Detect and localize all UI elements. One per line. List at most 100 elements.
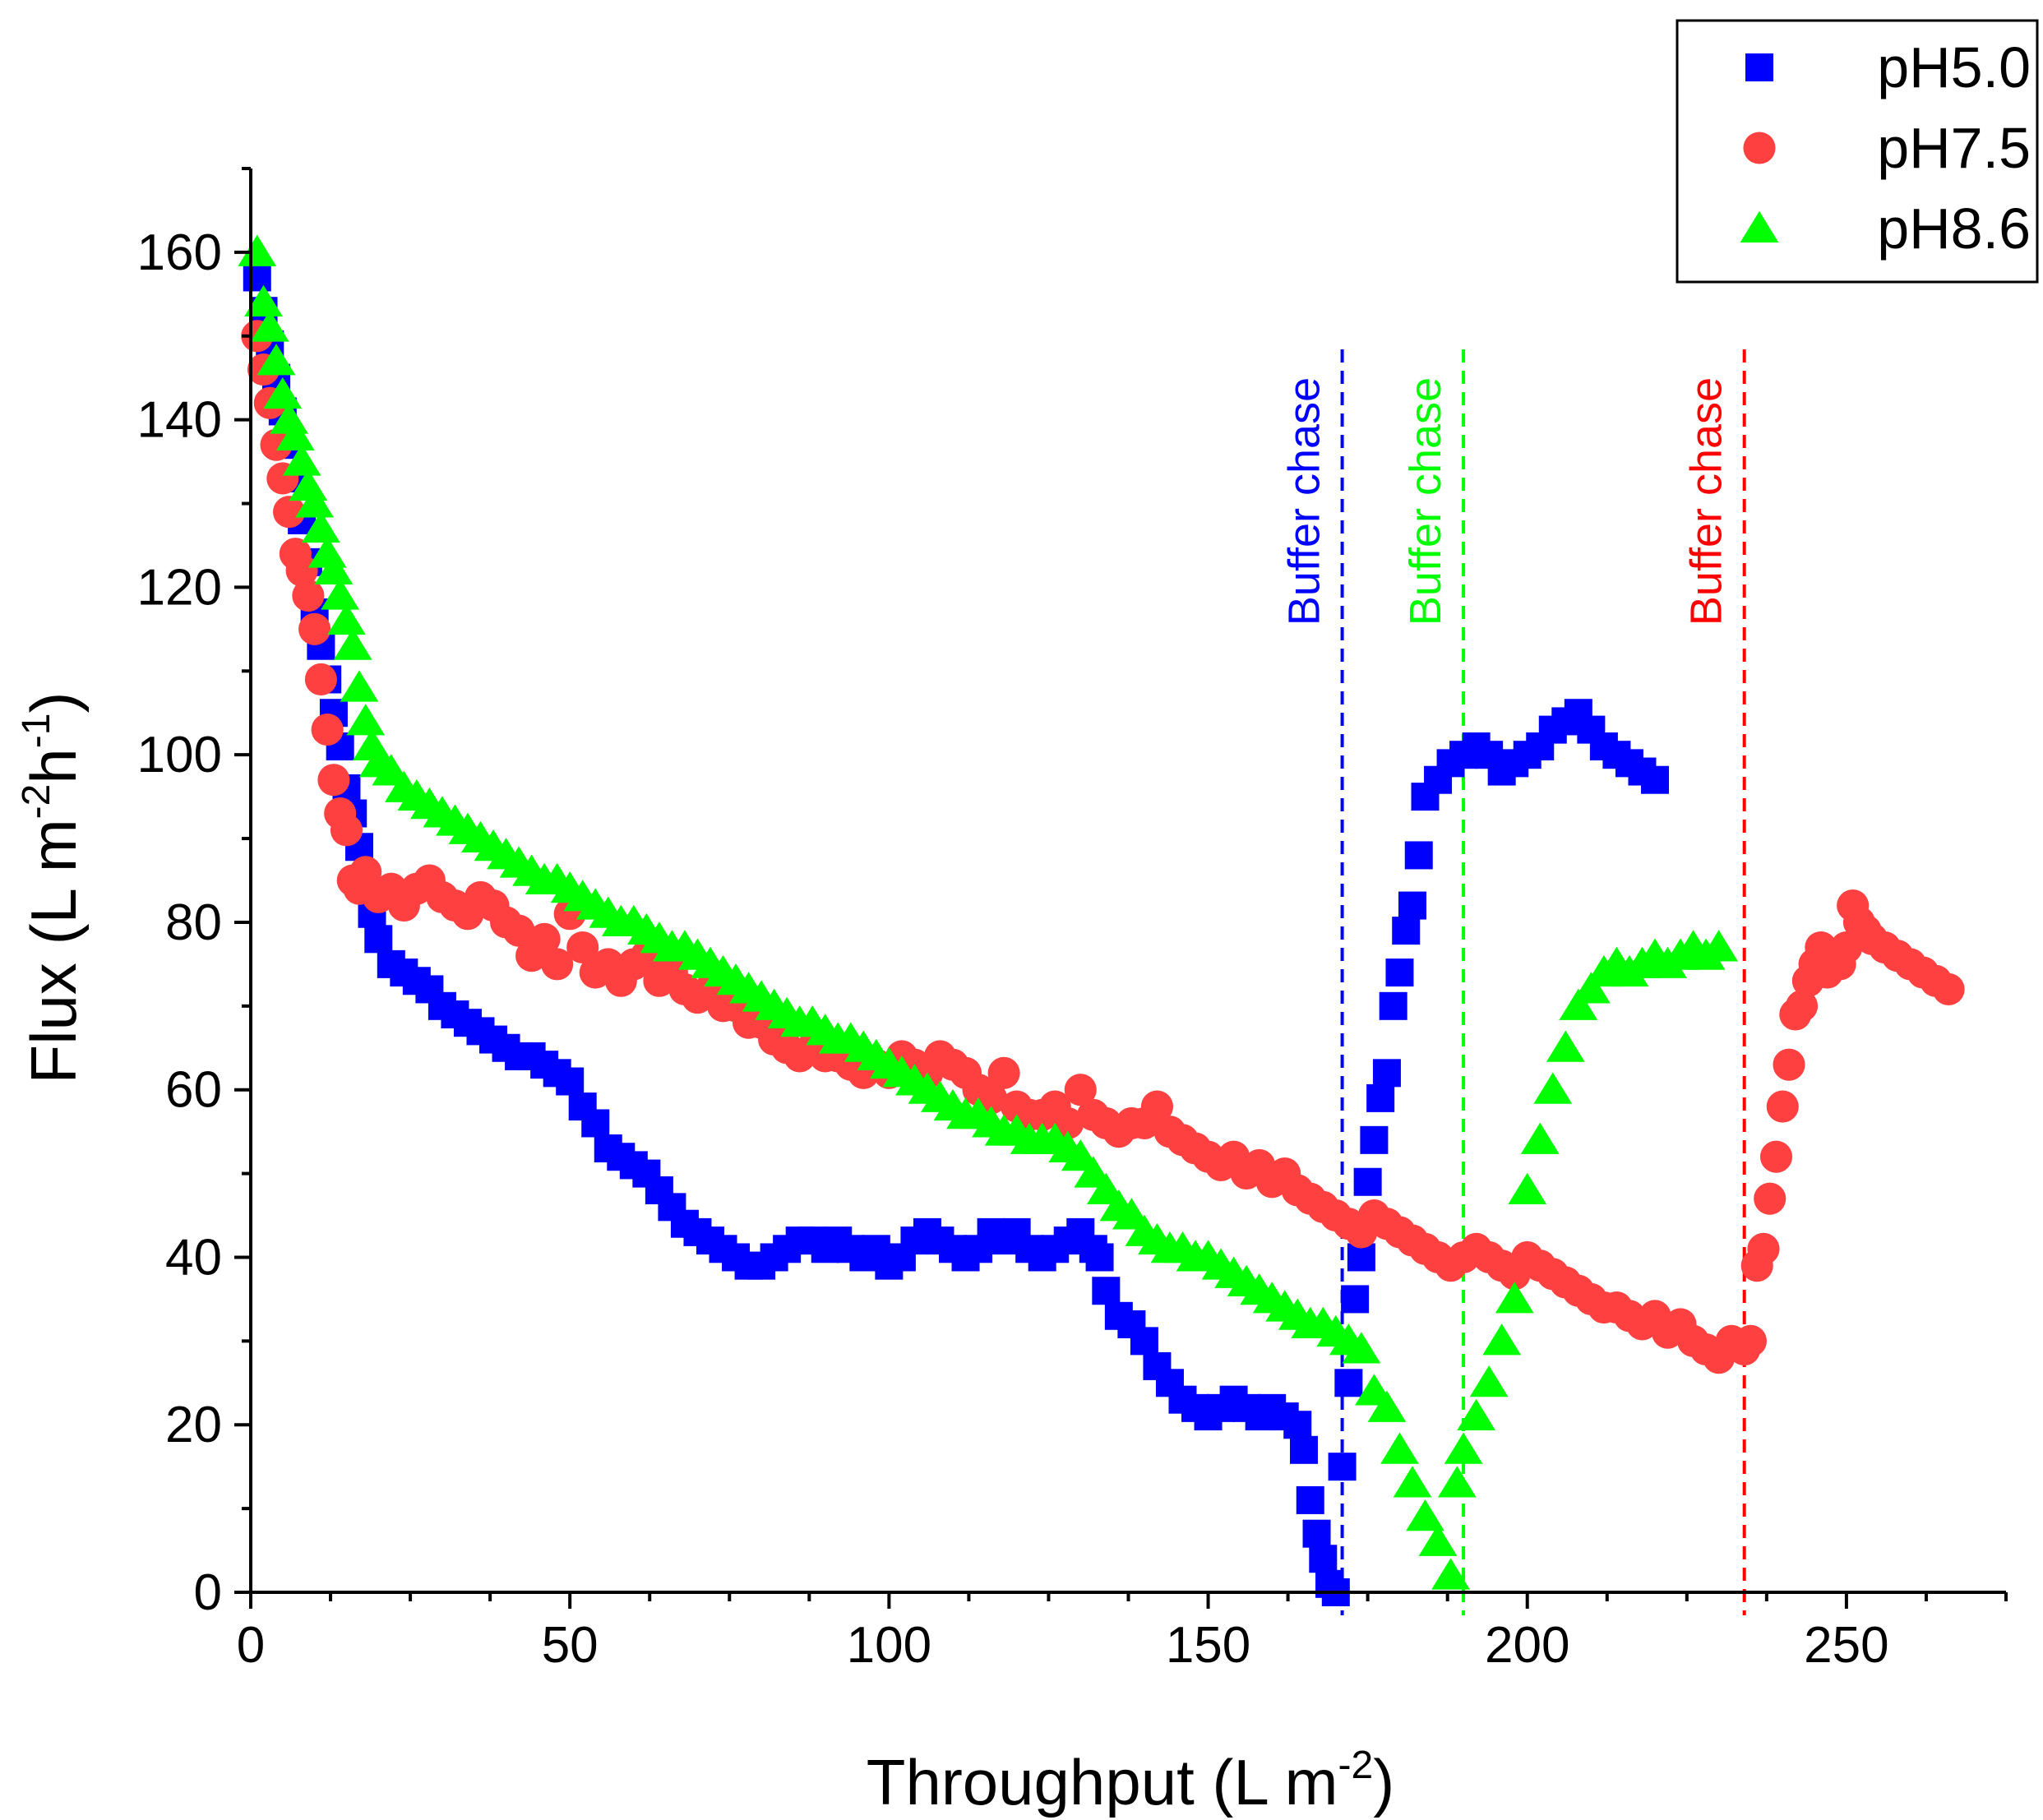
legend-box	[1676, 19, 2039, 284]
data-point	[581, 1109, 610, 1138]
x-tick-label: 250	[1804, 1617, 1888, 1674]
data-point	[1302, 1519, 1331, 1548]
data-point	[1773, 1048, 1805, 1081]
data-point	[1546, 1030, 1585, 1062]
data-point	[1759, 1140, 1793, 1173]
y-tick-label: 40	[165, 1229, 222, 1286]
legend-marker-pH5.0	[1745, 53, 1773, 81]
data-point	[1290, 1435, 1318, 1464]
data-point	[1296, 1485, 1324, 1514]
data-point	[295, 486, 335, 518]
data-point	[1559, 988, 1598, 1020]
data-point	[1482, 1323, 1522, 1356]
data-point	[302, 510, 340, 543]
data-point	[1283, 1411, 1312, 1439]
data-point	[566, 931, 599, 964]
data-point	[250, 310, 289, 342]
y-tick-label: 100	[137, 727, 222, 783]
data-point	[1406, 1499, 1444, 1531]
data-point	[987, 1056, 1020, 1089]
data-point	[364, 925, 393, 954]
legend: pH5.0 pH7.5 pH8.6	[1676, 19, 2039, 284]
data-point	[304, 663, 337, 696]
x-tick-label: 50	[542, 1617, 599, 1674]
legend-marker-pH8.6	[1740, 210, 1779, 243]
data-point	[1353, 1167, 1382, 1196]
legend-marker-pH7.5	[1743, 132, 1776, 164]
data-point	[260, 428, 293, 461]
data-point	[285, 554, 318, 587]
series-pH7.5	[241, 320, 1965, 1374]
data-point	[327, 603, 366, 635]
data-point	[1334, 1369, 1363, 1397]
data-point	[1699, 930, 1739, 962]
data-point	[1064, 1074, 1097, 1106]
data-point	[1309, 1545, 1338, 1573]
data-point	[1092, 1277, 1121, 1305]
data-point	[346, 704, 386, 736]
data-point	[1398, 891, 1426, 920]
data-point	[528, 922, 561, 955]
data-point	[1372, 1059, 1401, 1088]
x-tick-label: 200	[1485, 1617, 1569, 1674]
buffer-chase-label: Buffer chase	[1682, 377, 1731, 626]
y-tick-label: 160	[137, 224, 222, 281]
data-point	[1766, 1090, 1799, 1123]
buffer-chase-label: Buffer chase	[1401, 377, 1450, 626]
data-point	[321, 578, 360, 610]
data-point	[1342, 1332, 1381, 1364]
data-point	[349, 856, 382, 889]
data-point	[1571, 972, 1611, 1004]
data-point	[1747, 1232, 1780, 1265]
data-point	[314, 552, 354, 585]
data-point	[257, 344, 296, 376]
data-point	[1341, 1285, 1370, 1314]
data-point	[1437, 1466, 1477, 1498]
x-tick-label: 150	[1166, 1617, 1250, 1674]
data-point	[1444, 1432, 1483, 1464]
data-point	[330, 814, 363, 847]
y-tick-label: 0	[194, 1564, 222, 1621]
data-point	[1380, 1432, 1419, 1464]
data-point	[1328, 1453, 1357, 1481]
data-point	[1754, 1182, 1786, 1215]
data-point	[1418, 1524, 1458, 1556]
data-point	[1140, 1090, 1173, 1123]
data-point	[1932, 972, 1965, 1005]
data-point	[1431, 1558, 1470, 1590]
data-point	[1085, 1243, 1114, 1272]
data-point	[1130, 1327, 1158, 1356]
y-tick-label: 60	[165, 1062, 222, 1119]
data-point	[311, 714, 344, 746]
ticks: 0 50 100 150 200 250 0 20 40 60 80 100 120 140 160	[137, 167, 2008, 1674]
legend-label-pH8.6: pH8.6	[1877, 196, 2031, 261]
y-tick-label: 80	[165, 894, 222, 951]
data-point	[1508, 1172, 1547, 1204]
data-point	[244, 284, 283, 317]
data-point	[333, 628, 372, 660]
data-point	[263, 376, 303, 409]
x-tick-label: 0	[237, 1617, 265, 1674]
data-series	[238, 234, 1965, 1606]
y-tick-label: 140	[137, 392, 222, 449]
data-point	[1367, 1390, 1407, 1422]
data-point	[541, 948, 574, 981]
data-point	[1385, 959, 1414, 987]
data-point	[1379, 991, 1407, 1020]
data-point	[273, 496, 306, 529]
data-point	[1495, 1282, 1534, 1314]
data-point	[340, 670, 379, 702]
data-point	[502, 914, 535, 947]
data-point	[1392, 917, 1421, 945]
x-tick-label: 100	[847, 1617, 931, 1674]
data-point	[317, 764, 350, 797]
data-point	[1360, 1125, 1389, 1154]
data-point	[1393, 1466, 1432, 1498]
data-point	[1641, 765, 1669, 794]
data-point	[1366, 1083, 1395, 1112]
data-point	[243, 263, 271, 292]
data-point	[275, 418, 315, 451]
data-point	[1786, 990, 1819, 1023]
